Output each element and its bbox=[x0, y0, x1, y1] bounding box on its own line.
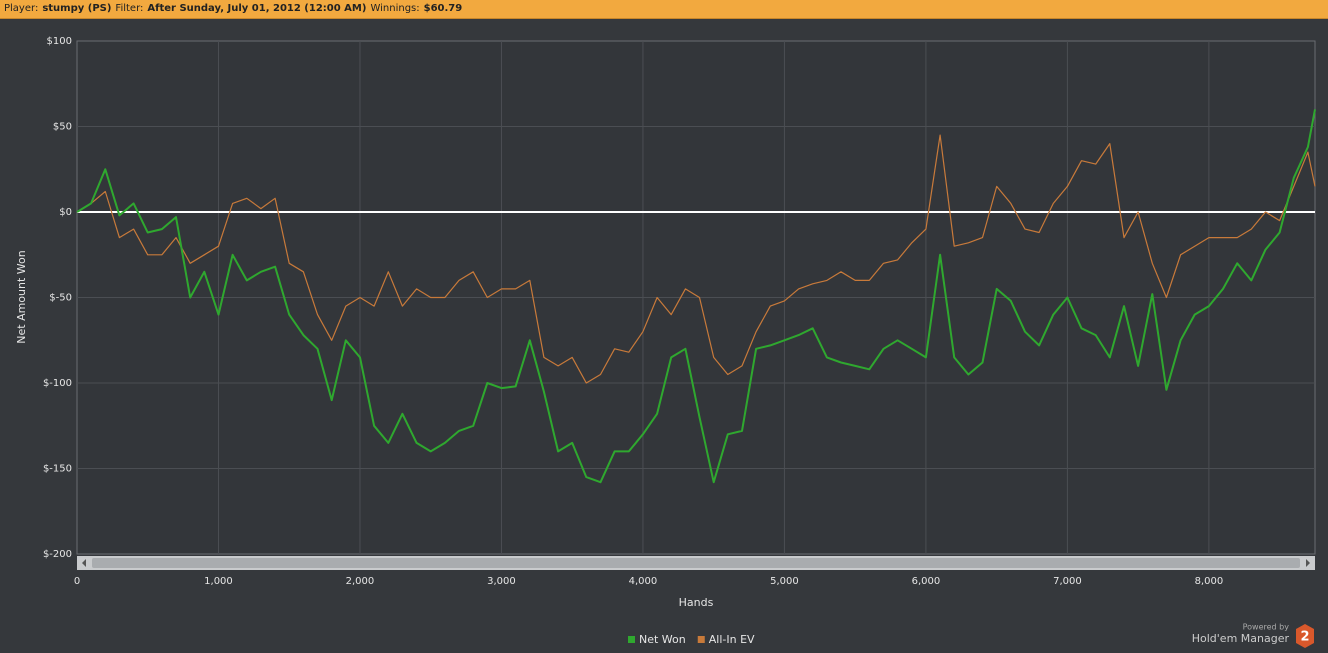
x-tick-label: 7,000 bbox=[1053, 576, 1082, 587]
legend-swatch bbox=[697, 636, 705, 643]
scroll-thumb[interactable] bbox=[92, 558, 1300, 568]
legend-swatch bbox=[628, 636, 635, 643]
x-tick-label: 0 bbox=[74, 576, 80, 587]
winnings: $60.79 bbox=[423, 3, 463, 14]
y-tick-label: $-200 bbox=[43, 549, 72, 560]
player-label: Player: bbox=[4, 3, 39, 14]
x-tick-label: 4,000 bbox=[629, 576, 658, 587]
header-bar: Player: stumpy (PS) Filter: After Sunday, J… bbox=[0, 0, 1328, 19]
x-tick-label: 5,000 bbox=[770, 576, 799, 587]
logo-icon bbox=[1296, 624, 1314, 648]
filter: After Sunday, July 01, 2012 (12:00 AM) bbox=[147, 3, 367, 14]
legend-label: Net Won bbox=[639, 633, 686, 646]
x-tick-label: 8,000 bbox=[1195, 576, 1224, 587]
x-tick-label: 1,000 bbox=[204, 576, 233, 587]
y-tick-label: $-150 bbox=[43, 464, 72, 475]
y-tick-label: $-50 bbox=[49, 293, 72, 304]
series-line bbox=[76, 109, 1316, 484]
y-tick-label: $100 bbox=[47, 36, 72, 47]
scrollbar[interactable] bbox=[77, 556, 1315, 570]
y-tick-label: $0 bbox=[59, 207, 72, 218]
series-line bbox=[76, 134, 1316, 384]
logo-version: 2 bbox=[1300, 630, 1309, 645]
winnings-label: Winnings: bbox=[370, 3, 420, 14]
y-tick-label: $50 bbox=[53, 122, 72, 133]
scroll-right[interactable] bbox=[1306, 559, 1310, 567]
x-tick-label: 2,000 bbox=[346, 576, 375, 587]
player: stumpy (PS) bbox=[42, 3, 112, 14]
filter-label: Filter: bbox=[115, 3, 144, 14]
logo-product: Hold'em Manager bbox=[1192, 632, 1290, 645]
legend-label: All-In EV bbox=[709, 633, 755, 646]
scroll-left[interactable] bbox=[82, 559, 86, 567]
y-tick-label: $-100 bbox=[43, 378, 72, 389]
x-tick-label: 3,000 bbox=[487, 576, 516, 587]
x-axis-label: Hands bbox=[679, 596, 714, 609]
logo: Powered by Hold'em Manager 2 bbox=[1192, 623, 1314, 648]
y-axis-label: Net Amount Won bbox=[15, 250, 28, 343]
x-tick-label: 6,000 bbox=[912, 576, 941, 587]
logo-powered: Powered by bbox=[1243, 623, 1290, 632]
